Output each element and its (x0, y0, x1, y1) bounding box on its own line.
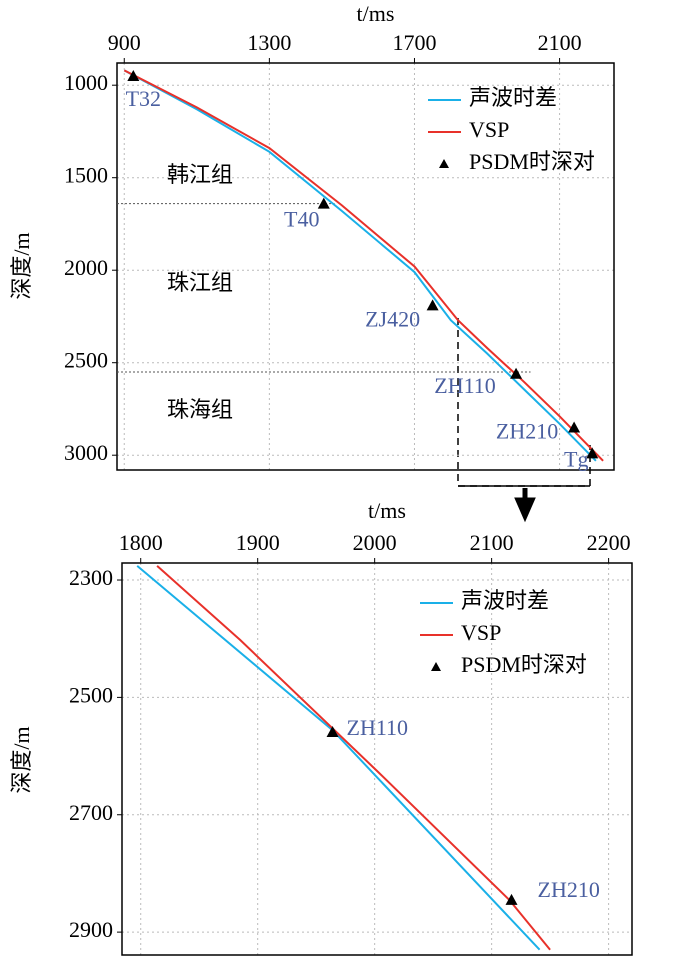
y-tick-label: 2300 (69, 565, 113, 590)
x-tick-label: 2000 (353, 530, 397, 555)
plot-frame (121, 562, 633, 956)
x-tick-label: 1700 (392, 30, 436, 55)
y-tick-label: 2500 (69, 682, 113, 707)
x-tick-label: 2100 (538, 30, 582, 55)
y-tick-label: 3000 (64, 440, 108, 465)
y-tick-label: 2000 (64, 255, 108, 280)
x-tick-label: 1300 (247, 30, 291, 55)
point-label: ZH110 (434, 373, 496, 398)
psdm-marker (568, 421, 581, 433)
series-line (156, 565, 551, 951)
x-tick-label: 900 (108, 30, 141, 55)
y-tick-label: 1000 (64, 70, 108, 95)
psdm-marker (510, 367, 523, 379)
x-tick-label: 2200 (587, 530, 631, 555)
x-tick-label: 1900 (236, 530, 280, 555)
y-tick-label: 2900 (69, 917, 113, 942)
x-tick-label: 2100 (470, 530, 514, 555)
y-tick-label: 1500 (64, 163, 108, 188)
x-tick-label: 1800 (119, 530, 163, 555)
point-label: ZH210 (538, 877, 600, 902)
psdm-marker (426, 299, 439, 311)
legend-label: 声波时差 (461, 588, 549, 613)
plot-frame (116, 62, 615, 471)
psdm-marker (505, 893, 518, 905)
legend-label: VSP (469, 117, 509, 142)
formation-label: 珠海组 (167, 397, 233, 422)
y-axis-label: 深度/m (9, 232, 34, 299)
point-label: ZH110 (347, 715, 409, 740)
point-label: ZJ420 (365, 306, 420, 331)
y-tick-label: 2500 (64, 348, 108, 373)
point-label: T40 (284, 207, 319, 232)
zoom-arrow (514, 488, 536, 523)
point-label: Tg (564, 446, 588, 471)
formation-label: 韩江组 (167, 162, 233, 187)
psdm-marker (586, 447, 599, 459)
legend-label: PSDM时深对 (461, 652, 587, 677)
series-line (123, 69, 604, 462)
psdm-marker (326, 726, 339, 738)
series-line (123, 69, 597, 462)
legend-label: 声波时差 (469, 85, 557, 110)
y-axis-label: 深度/m (9, 726, 34, 793)
legend-label: VSP (461, 620, 501, 645)
psdm-marker (127, 69, 140, 81)
psdm-marker (317, 197, 330, 209)
series-line (136, 565, 541, 951)
legend-marker (431, 662, 441, 671)
x-axis-label: t/ms (357, 1, 395, 26)
x-axis-label: t/ms (368, 498, 406, 523)
legend-label: PSDM时深对 (469, 149, 595, 174)
y-tick-label: 2700 (69, 800, 113, 825)
legend-marker (439, 159, 449, 168)
formation-label: 珠江组 (167, 270, 233, 295)
point-label: T32 (126, 86, 161, 111)
point-label: ZH210 (496, 418, 558, 443)
